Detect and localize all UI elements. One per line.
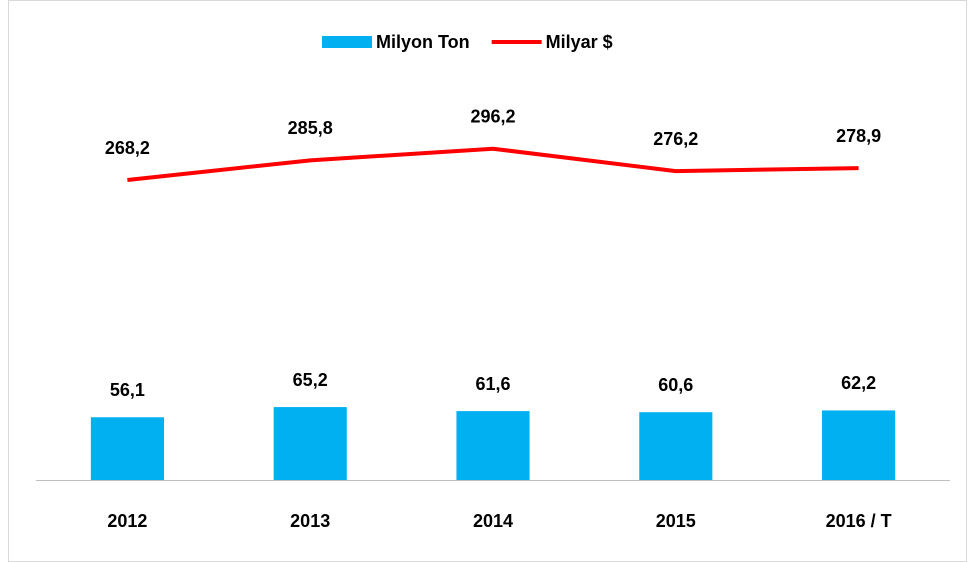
- bar: [639, 412, 713, 480]
- x-tick-label: 2016 / T: [826, 511, 892, 531]
- bar: [90, 417, 164, 480]
- legend-label: Milyon Ton: [376, 32, 470, 52]
- data-label: 276,2: [653, 129, 698, 149]
- data-label: 60,6: [658, 375, 693, 395]
- legend-label: Milyar $: [546, 32, 613, 52]
- bar: [273, 407, 347, 480]
- data-label: 65,2: [293, 370, 328, 390]
- data-label: 278,9: [836, 126, 881, 146]
- x-tick-label: 2012: [107, 511, 147, 531]
- line: [127, 146, 859, 183]
- x-tick-label: 2013: [290, 511, 330, 531]
- legend-swatch: [322, 36, 372, 48]
- data-label: 285,8: [288, 118, 333, 138]
- data-label: 62,2: [841, 373, 876, 393]
- data-label: 61,6: [475, 374, 510, 394]
- x-tick-label: 2014: [473, 511, 513, 531]
- x-tick-label: 2015: [656, 511, 696, 531]
- data-label: 296,2: [470, 106, 515, 126]
- bar: [822, 410, 896, 480]
- bar: [456, 411, 530, 480]
- data-label: 268,2: [105, 138, 150, 158]
- data-label: 56,1: [110, 380, 145, 400]
